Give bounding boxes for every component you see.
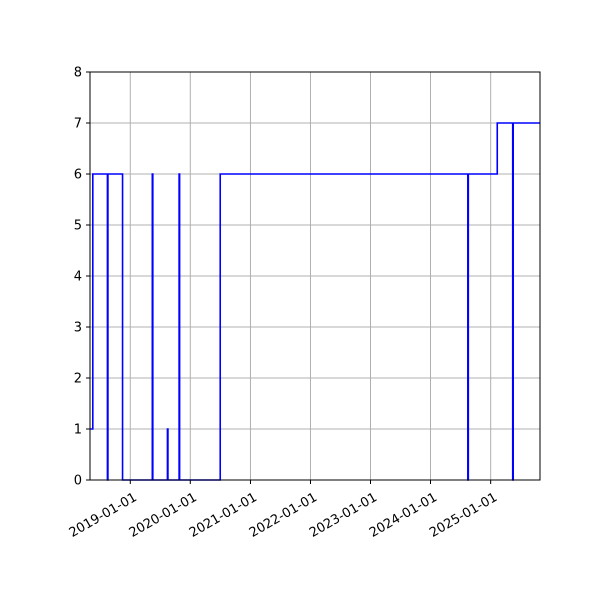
- y-tick-label: 1: [74, 423, 82, 438]
- y-tick-label: 6: [74, 168, 82, 183]
- y-tick-label: 3: [74, 321, 82, 336]
- x-tick-label: 2024-01-01: [367, 490, 440, 541]
- y-tick-label: 2: [74, 372, 82, 387]
- x-tick-label: 2020-01-01: [127, 490, 200, 541]
- y-tick-label: 0: [74, 474, 82, 489]
- y-tick-label: 8: [74, 66, 82, 81]
- x-tick-label: 2025-01-01: [427, 490, 500, 541]
- y-tick-label: 5: [74, 219, 82, 234]
- series-layer: [89, 122, 541, 481]
- y-tick-label: 7: [74, 117, 82, 132]
- series-line: [90, 122, 540, 481]
- tick-layer: 0123456782019-01-012020-01-012021-01-012…: [67, 66, 500, 541]
- y-tick-label: 4: [74, 270, 82, 285]
- grid-layer: [90, 71, 540, 481]
